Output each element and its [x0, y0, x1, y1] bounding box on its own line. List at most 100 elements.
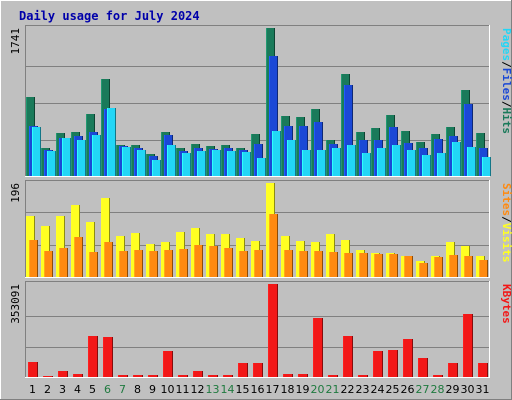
x-tick-label-day-5: 5 — [89, 383, 96, 396]
bar-pages-day-24 — [377, 148, 386, 176]
legend-entry: / — [500, 216, 512, 223]
x-tick-label-day-16: 16 — [251, 383, 265, 396]
bar-sites-day-18 — [284, 250, 293, 277]
bar-pages-day-3 — [62, 138, 71, 176]
bar-kbytes-day-25 — [388, 350, 398, 377]
bar-pages-day-2 — [47, 151, 56, 176]
legend-entry: / — [500, 101, 512, 108]
bar-pages-day-26 — [407, 150, 416, 176]
bar-sites-day-25 — [389, 254, 398, 277]
bar-kbytes-day-11 — [178, 375, 188, 377]
bar-sites-day-10 — [164, 250, 173, 277]
bar-kbytes-day-9 — [148, 375, 158, 377]
bar-sites-day-30 — [464, 256, 473, 277]
bar-pages-day-31 — [482, 157, 491, 176]
bar-sites-day-28 — [434, 257, 443, 277]
bar-pages-day-22 — [347, 145, 356, 176]
panel-visits-sites-legend: Sites/Visits — [500, 183, 512, 263]
legend-entry: Visits — [500, 223, 512, 263]
bar-kbytes-day-16 — [253, 363, 263, 377]
bar-kbytes-day-7 — [118, 375, 128, 377]
bar-kbytes-day-1 — [28, 362, 38, 377]
bar-sites-day-27 — [419, 263, 428, 277]
panel-hits-files-pages-ymax-label: 1741 — [9, 28, 22, 55]
bar-visits-day-3 — [56, 216, 65, 277]
bar-pages-day-9 — [152, 160, 161, 176]
x-tick-label-day-6: 6 — [104, 383, 111, 396]
bar-pages-day-10 — [167, 145, 176, 176]
bar-pages-day-19 — [302, 150, 311, 176]
panel-kbytes-ymax-label: 353091 — [9, 284, 22, 324]
bar-kbytes-day-26 — [403, 339, 413, 377]
x-tick-label-day-19: 19 — [296, 383, 310, 396]
bar-pages-day-23 — [362, 153, 371, 176]
x-tick-label-day-21: 21 — [326, 383, 340, 396]
x-tick-label-day-14: 14 — [221, 383, 235, 396]
bar-pages-day-6 — [107, 108, 116, 176]
bar-pages-day-20 — [317, 150, 326, 176]
bar-sites-day-4 — [74, 237, 83, 277]
bar-sites-day-11 — [179, 249, 188, 277]
x-tick-label-day-20: 20 — [311, 383, 325, 396]
bar-kbytes-day-8 — [133, 375, 143, 377]
x-tick-label-day-25: 25 — [386, 383, 400, 396]
bar-sites-day-5 — [89, 252, 98, 277]
x-tick-label-day-24: 24 — [371, 383, 385, 396]
bar-sites-day-29 — [449, 255, 458, 277]
legend-entry: Files — [500, 68, 512, 101]
bar-sites-day-22 — [344, 253, 353, 277]
x-tick-label-day-26: 26 — [401, 383, 415, 396]
bar-kbytes-day-22 — [343, 336, 353, 377]
x-tick-label-day-10: 10 — [161, 383, 175, 396]
bar-pages-day-17 — [272, 131, 281, 176]
bar-pages-day-27 — [422, 155, 431, 176]
panel-visits-sites-ymax-label: 196 — [9, 183, 22, 203]
bar-pages-day-5 — [92, 135, 101, 176]
bar-pages-day-25 — [392, 145, 401, 176]
bar-kbytes-day-4 — [73, 374, 83, 377]
bar-sites-day-21 — [329, 252, 338, 277]
x-tick-label-day-13: 13 — [206, 383, 220, 396]
legend-entry: Hits — [500, 108, 512, 135]
bar-files-day-30 — [464, 104, 473, 176]
bar-pages-day-16 — [257, 158, 266, 176]
x-tick-label-day-28: 28 — [431, 383, 445, 396]
bar-kbytes-day-17 — [268, 284, 278, 377]
bar-kbytes-day-12 — [193, 371, 203, 377]
bar-kbytes-day-14 — [223, 375, 233, 377]
bar-sites-day-14 — [224, 248, 233, 277]
bar-sites-day-9 — [149, 251, 158, 277]
legend-entry: Pages — [500, 28, 512, 61]
bar-files-day-17 — [269, 56, 278, 176]
bar-pages-day-1 — [32, 127, 41, 176]
x-tick-label-day-23: 23 — [356, 383, 370, 396]
bar-visits-day-5 — [86, 222, 95, 277]
bar-sites-day-23 — [359, 253, 368, 277]
bar-kbytes-day-2 — [43, 376, 53, 377]
bar-kbytes-day-5 — [88, 336, 98, 377]
bar-files-day-22 — [344, 85, 353, 176]
bar-sites-day-20 — [314, 251, 323, 277]
x-tick-label-day-3: 3 — [59, 383, 66, 396]
bar-kbytes-day-19 — [298, 374, 308, 377]
bar-sites-day-26 — [404, 256, 413, 277]
bar-sites-day-31 — [479, 260, 488, 277]
x-tick-label-day-8: 8 — [134, 383, 141, 396]
bar-pages-day-29 — [452, 142, 461, 176]
bar-sites-day-2 — [44, 251, 53, 277]
bar-pages-day-30 — [467, 147, 476, 176]
bar-sites-day-15 — [239, 251, 248, 277]
x-tick-label-day-27: 27 — [416, 383, 430, 396]
bar-kbytes-day-21 — [328, 375, 338, 377]
x-tick-label-day-2: 2 — [44, 383, 51, 396]
x-tick-label-day-30: 30 — [461, 383, 475, 396]
x-tick-label-day-12: 12 — [191, 383, 205, 396]
bar-sites-day-16 — [254, 250, 263, 277]
bar-sites-day-13 — [209, 246, 218, 277]
bar-kbytes-day-6 — [103, 337, 113, 377]
x-tick-label-day-29: 29 — [446, 383, 460, 396]
bar-pages-day-12 — [197, 151, 206, 176]
